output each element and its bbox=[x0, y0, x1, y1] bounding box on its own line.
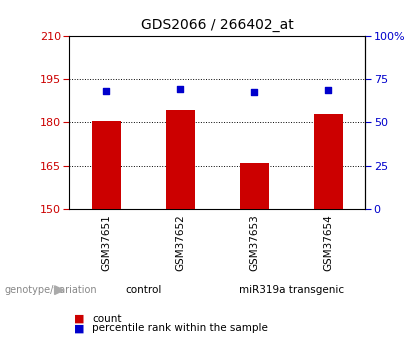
Point bbox=[103, 88, 110, 93]
Bar bbox=[92, 121, 121, 209]
Text: ■: ■ bbox=[74, 314, 84, 324]
Bar bbox=[314, 114, 343, 209]
Title: GDS2066 / 266402_at: GDS2066 / 266402_at bbox=[141, 18, 294, 32]
Text: GSM37651: GSM37651 bbox=[101, 214, 111, 271]
Point bbox=[177, 86, 184, 91]
Text: ■: ■ bbox=[74, 324, 84, 333]
Point bbox=[251, 89, 258, 95]
Text: genotype/variation: genotype/variation bbox=[4, 285, 97, 295]
Text: percentile rank within the sample: percentile rank within the sample bbox=[92, 324, 268, 333]
Text: GSM37652: GSM37652 bbox=[175, 214, 185, 271]
Text: miR319a transgenic: miR319a transgenic bbox=[239, 285, 344, 295]
Text: GSM37653: GSM37653 bbox=[249, 214, 260, 271]
Bar bbox=[165, 109, 195, 209]
Point bbox=[325, 88, 332, 93]
Text: control: control bbox=[125, 285, 162, 295]
Text: GSM37654: GSM37654 bbox=[323, 214, 333, 271]
Text: count: count bbox=[92, 314, 122, 324]
Bar bbox=[239, 163, 269, 209]
